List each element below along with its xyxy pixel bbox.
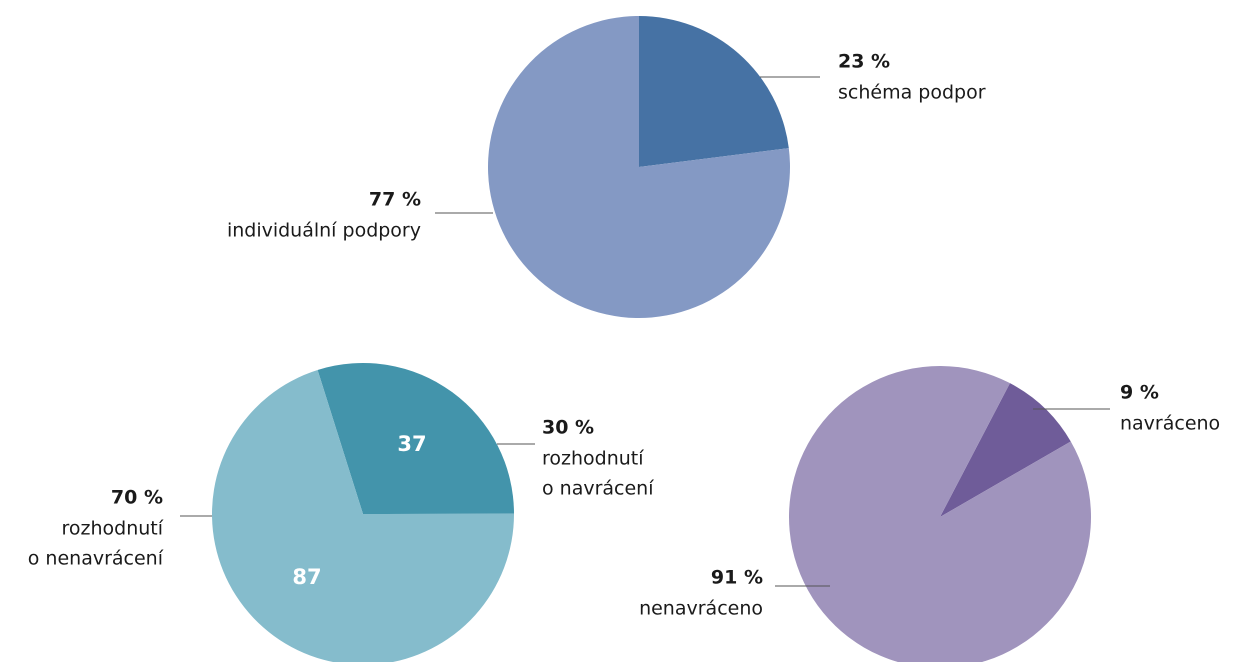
category-label: nenavráceno: [639, 598, 763, 620]
category-label: o navrácení: [542, 478, 654, 500]
pie-slice: [789, 366, 1091, 662]
percent-label: 9 %: [1120, 382, 1159, 404]
category-label: rozhodnutí: [61, 518, 163, 540]
value-label: 87: [292, 565, 321, 589]
pie-slice: [487, 16, 790, 318]
percent-label: 77 %: [369, 189, 421, 211]
category-label: schéma podpor: [838, 82, 986, 104]
percent-label: 70 %: [111, 487, 163, 509]
pie-slice: [317, 363, 514, 514]
pie-slice: [639, 16, 789, 167]
percent-label: 30 %: [542, 417, 594, 439]
category-label: individuální podpory: [227, 220, 421, 242]
percent-label: 91 %: [711, 567, 763, 589]
category-label: o nenavrácení: [28, 548, 164, 570]
pie-slice: [212, 369, 514, 662]
percent-label: 23 %: [838, 51, 890, 73]
category-label: navráceno: [1120, 413, 1220, 435]
value-label: 37: [397, 432, 426, 456]
pie-slice: [940, 383, 1071, 517]
category-label: rozhodnutí: [542, 448, 644, 470]
